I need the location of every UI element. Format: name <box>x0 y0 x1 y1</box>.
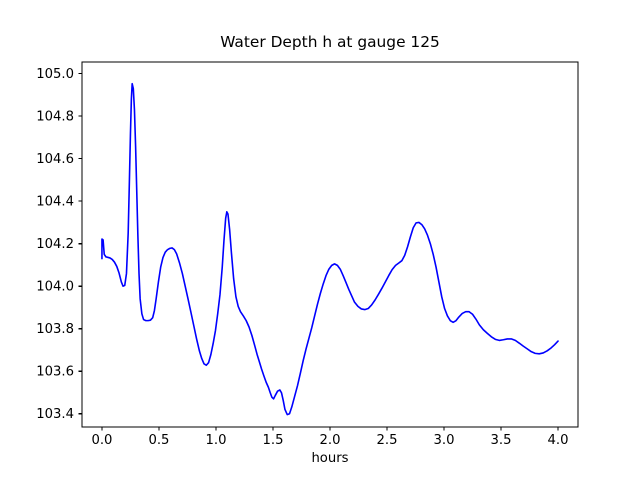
x-tick-label: 1.0 <box>205 433 226 448</box>
x-tick-label: 2.5 <box>377 433 398 448</box>
y-tick-label: 104.6 <box>36 152 74 167</box>
x-tick-label: 3.0 <box>434 433 455 448</box>
y-axis-ticks: 103.4 103.6 103.8 104.0 104.2 104.4 104.6 104.8… <box>36 67 82 422</box>
x-axis-ticks: 0.0 0.5 1.0 1.5 2.0 2.5 3.0 3.5 4.0 <box>91 427 569 448</box>
data-line-water-depth <box>101 82 559 416</box>
x-tick-label: 3.5 <box>491 433 512 448</box>
chart-title: Water Depth h at gauge 125 <box>220 33 440 51</box>
x-tick-label: 2.0 <box>320 433 341 448</box>
x-tick-label: 1.5 <box>262 433 283 448</box>
y-tick-label: 104.8 <box>36 110 74 125</box>
y-tick-label: 103.4 <box>36 407 74 422</box>
y-tick-label: 105.0 <box>36 67 74 82</box>
x-tick-label: 0.0 <box>91 433 112 448</box>
y-tick-label: 103.6 <box>36 365 74 380</box>
y-tick-label: 104.0 <box>36 280 74 295</box>
x-tick-label: 0.5 <box>148 433 169 448</box>
y-tick-label: 104.2 <box>36 237 74 252</box>
x-tick-label: 4.0 <box>548 433 569 448</box>
axes-background <box>82 62 578 427</box>
axes-spines <box>81 61 579 428</box>
y-tick-label: 103.8 <box>36 322 74 337</box>
y-tick-label: 104.4 <box>36 195 74 210</box>
x-axis-label: hours <box>311 451 348 466</box>
